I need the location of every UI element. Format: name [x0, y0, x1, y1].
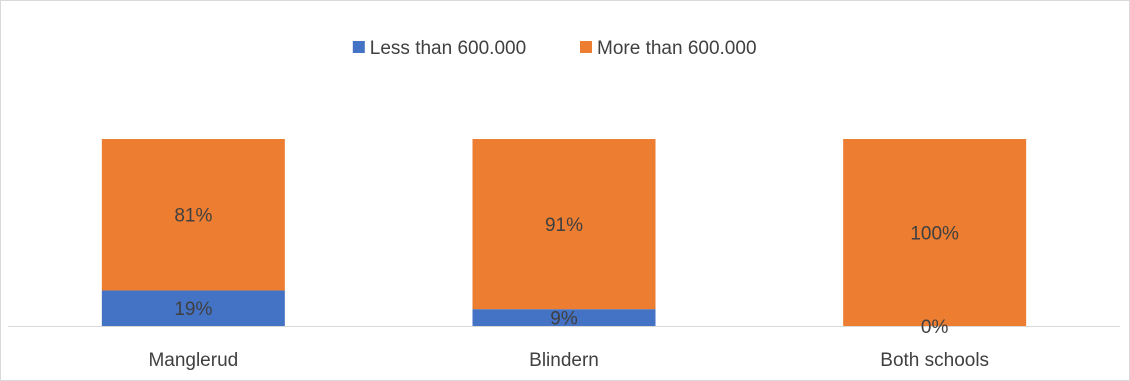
- data-label: 91%: [545, 215, 583, 236]
- x-tick-label: Both schools: [880, 350, 989, 371]
- x-tick-label: Manglerud: [148, 350, 238, 371]
- bar-series-group: [101, 139, 1027, 326]
- data-labels-group: 19% 81% 9% 91% 0% 100%: [174, 206, 959, 338]
- data-label: 100%: [910, 224, 959, 245]
- bar-less-0: [101, 290, 285, 326]
- legend-label: More than 600.000: [597, 38, 757, 59]
- data-label: 19%: [174, 299, 212, 320]
- legend-label: Less than 600.000: [370, 38, 526, 59]
- data-label: 0%: [921, 317, 949, 338]
- bar-more-0: [101, 139, 285, 291]
- data-label: 9%: [550, 309, 578, 330]
- bar-less-1: [472, 309, 656, 326]
- bar-more-2: [843, 139, 1027, 326]
- legend-swatch: [352, 41, 365, 53]
- chart-legend: Less than 600.000 More than 600.000: [352, 38, 757, 59]
- data-label: 81%: [174, 206, 212, 227]
- x-tick-label: Blindern: [529, 350, 599, 371]
- bar-more-1: [472, 139, 656, 310]
- x-tick-labels: Manglerud Blindern Both schools: [148, 350, 989, 371]
- legend-swatch: [580, 41, 592, 53]
